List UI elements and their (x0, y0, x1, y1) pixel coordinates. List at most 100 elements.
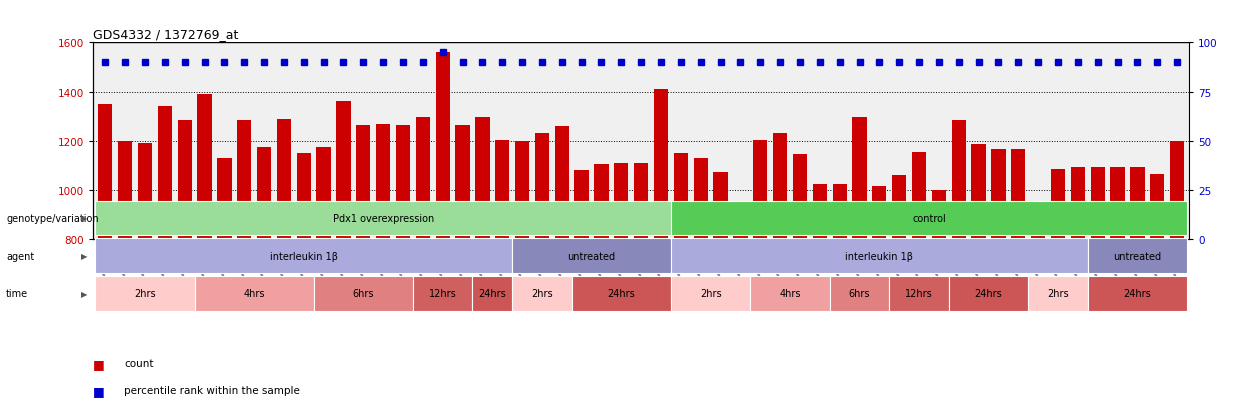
Bar (336, 102, 351, 240)
Bar (833, 184, 847, 240)
Bar (829, 276, 889, 311)
Bar (456, 126, 469, 240)
Text: 24hrs: 24hrs (975, 289, 1002, 299)
Text: genotype/variation: genotype/variation (6, 214, 98, 223)
Bar (951, 121, 966, 240)
Bar (1150, 175, 1164, 240)
Bar (1170, 141, 1184, 240)
Bar (693, 159, 708, 240)
Bar (594, 165, 609, 240)
Bar (1028, 276, 1088, 311)
Bar (674, 154, 688, 240)
Bar (733, 205, 747, 240)
Text: ■: ■ (93, 357, 105, 370)
Text: 4hrs: 4hrs (243, 289, 265, 299)
Bar (971, 145, 986, 240)
Text: 2hrs: 2hrs (134, 289, 156, 299)
Bar (753, 140, 767, 240)
Bar (96, 201, 671, 236)
Bar (237, 121, 251, 240)
Bar (96, 239, 512, 273)
Text: count: count (124, 358, 154, 368)
Bar (256, 147, 271, 240)
Bar (396, 126, 410, 240)
Bar (376, 124, 390, 240)
Bar (314, 276, 413, 311)
Bar (118, 141, 132, 240)
Bar (949, 276, 1028, 311)
Bar (472, 276, 512, 311)
Text: untreated: untreated (1113, 251, 1162, 261)
Text: interleukin 1β: interleukin 1β (270, 251, 337, 261)
Text: control: control (913, 214, 946, 223)
Text: 6hrs: 6hrs (352, 289, 374, 299)
Bar (751, 276, 829, 311)
Bar (1088, 239, 1186, 273)
Bar (535, 134, 549, 240)
Bar (436, 53, 449, 240)
Bar (911, 152, 926, 240)
Bar (931, 190, 946, 240)
Text: Pdx1 overexpression: Pdx1 overexpression (332, 214, 433, 223)
Text: ▶: ▶ (81, 214, 87, 223)
Bar (1111, 167, 1124, 240)
Text: time: time (6, 289, 29, 299)
Bar (793, 155, 807, 240)
Text: 24hrs: 24hrs (1123, 289, 1152, 299)
Bar (138, 144, 152, 240)
Bar (1051, 170, 1066, 240)
Bar (853, 118, 867, 240)
Text: percentile rank within the sample: percentile rank within the sample (124, 385, 300, 395)
Text: untreated: untreated (568, 251, 615, 261)
Bar (98, 104, 112, 240)
Text: GDS4332 / 1372769_at: GDS4332 / 1372769_at (93, 28, 239, 41)
Text: ■: ■ (93, 384, 105, 397)
Bar (654, 90, 669, 240)
Text: 6hrs: 6hrs (849, 289, 870, 299)
Bar (554, 127, 569, 240)
Bar (276, 119, 291, 240)
Bar (413, 276, 472, 311)
Bar (416, 118, 430, 240)
Text: ▶: ▶ (81, 289, 87, 298)
Bar (158, 107, 172, 240)
Bar (1031, 222, 1046, 240)
Text: interleukin 1β: interleukin 1β (845, 251, 914, 261)
Bar (316, 147, 331, 240)
Text: 2hrs: 2hrs (1047, 289, 1068, 299)
Bar (893, 176, 906, 240)
Bar (296, 154, 311, 240)
Text: 24hrs: 24hrs (478, 289, 507, 299)
Text: 24hrs: 24hrs (608, 289, 635, 299)
Bar (515, 141, 529, 240)
Bar (671, 239, 1088, 273)
Bar (571, 276, 671, 311)
Text: ▶: ▶ (81, 252, 87, 261)
Bar (178, 121, 192, 240)
Text: agent: agent (6, 251, 35, 261)
Bar (671, 276, 751, 311)
Bar (574, 171, 589, 240)
Bar (1091, 167, 1104, 240)
Bar (1011, 150, 1026, 240)
Bar (194, 276, 314, 311)
Bar (773, 134, 787, 240)
Bar (356, 126, 371, 240)
Text: 4hrs: 4hrs (779, 289, 801, 299)
Bar (634, 164, 649, 240)
Bar (873, 187, 886, 240)
Bar (614, 164, 629, 240)
Bar (476, 118, 489, 240)
Bar (512, 276, 571, 311)
Bar (1130, 167, 1144, 240)
Bar (889, 276, 949, 311)
Bar (512, 239, 671, 273)
Bar (96, 276, 194, 311)
Text: 12hrs: 12hrs (905, 289, 933, 299)
Bar (217, 159, 232, 240)
Bar (713, 172, 728, 240)
Bar (813, 184, 827, 240)
Text: 2hrs: 2hrs (700, 289, 721, 299)
Bar (1071, 167, 1084, 240)
Bar (991, 150, 1006, 240)
